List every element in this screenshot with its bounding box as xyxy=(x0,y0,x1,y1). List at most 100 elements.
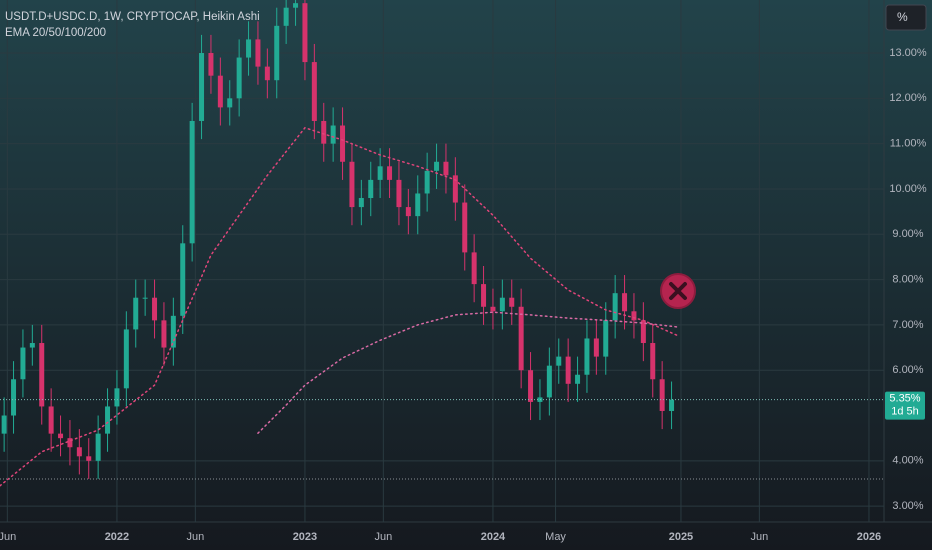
y-tick-label: 13.00% xyxy=(889,47,927,59)
candle-body xyxy=(199,53,205,121)
candle-body xyxy=(95,433,101,461)
candle-body xyxy=(114,388,120,407)
candle-body xyxy=(274,25,280,81)
candle-body xyxy=(180,243,186,316)
candle-body xyxy=(509,297,515,307)
x-tick-label: 2024 xyxy=(481,531,506,543)
y-tick-label: 9.00% xyxy=(892,228,923,240)
candle-body xyxy=(462,202,468,253)
candle-body xyxy=(415,193,421,217)
candle-body xyxy=(631,311,637,321)
last-price-label: 5.35% xyxy=(889,393,920,405)
candle-body xyxy=(481,284,487,307)
grid xyxy=(0,0,884,522)
candle-body xyxy=(20,347,26,380)
candle-body xyxy=(659,379,665,411)
candle-body xyxy=(48,406,54,434)
candle-body xyxy=(208,53,214,76)
candle-body xyxy=(387,166,393,180)
candle-body xyxy=(311,62,317,121)
candle-body xyxy=(255,39,261,67)
y-tick-label: 4.00% xyxy=(892,455,923,467)
candle-body xyxy=(377,166,383,180)
candle-body xyxy=(302,3,308,63)
candle-body xyxy=(58,433,64,439)
candle-body xyxy=(443,161,449,176)
countdown-label: 1d 5h xyxy=(891,406,919,418)
candle-body xyxy=(396,179,402,208)
candle-body xyxy=(669,399,675,411)
candle-body xyxy=(622,293,628,312)
candle-body xyxy=(405,207,411,217)
candle-body xyxy=(152,297,158,321)
unit-button-label[interactable]: % xyxy=(897,10,908,24)
candle-body xyxy=(584,338,590,375)
x-tick-label: May xyxy=(545,531,566,543)
candle-body xyxy=(189,120,195,244)
x-tick-label: 2023 xyxy=(293,531,317,543)
candle-body xyxy=(349,161,355,208)
candle-body xyxy=(86,456,92,461)
candle-body xyxy=(537,397,543,402)
candle-body xyxy=(39,343,45,407)
candle-body xyxy=(593,338,599,357)
candle-body xyxy=(340,125,346,162)
candle-body xyxy=(330,125,336,144)
candle-body xyxy=(471,252,477,285)
y-tick-label: 8.00% xyxy=(892,273,923,285)
candle-body xyxy=(67,438,73,448)
candle-body xyxy=(640,320,646,344)
x-tick-label: Jun xyxy=(186,531,204,543)
candle-body xyxy=(368,179,374,199)
y-tick-label: 7.00% xyxy=(892,319,923,331)
unit-button[interactable] xyxy=(885,4,927,31)
candle-body xyxy=(236,57,242,99)
ema-line xyxy=(0,126,680,487)
candle-body xyxy=(170,315,176,348)
y-tick-label: 6.00% xyxy=(892,364,923,376)
x-tick-label: 2025 xyxy=(669,531,693,543)
candle-body xyxy=(528,370,534,402)
y-tick-label: 11.00% xyxy=(890,138,927,150)
candle-body xyxy=(546,365,552,398)
candle-body xyxy=(556,356,562,366)
indicator-label: EMA 20/50/100/200 xyxy=(5,27,106,39)
x-tick-label: Jun xyxy=(0,531,16,543)
candle-body xyxy=(490,306,496,312)
candle-body xyxy=(565,356,571,384)
candle-body xyxy=(321,120,327,144)
candle-body xyxy=(358,198,364,208)
candle-body xyxy=(227,98,233,108)
candle-body xyxy=(575,374,581,384)
candle-body xyxy=(105,406,111,434)
last-price-box xyxy=(885,391,925,420)
y-tick-label: 12.00% xyxy=(889,92,927,104)
candle-body xyxy=(264,66,270,81)
close-icon xyxy=(660,273,696,309)
ema-line xyxy=(257,311,680,434)
x-tick-label: 2026 xyxy=(857,531,881,543)
candle-body xyxy=(452,175,458,203)
candle-body xyxy=(161,320,167,348)
candle-body xyxy=(283,7,289,26)
candle-body xyxy=(133,297,139,330)
candle-body xyxy=(217,75,223,108)
candle-body xyxy=(424,170,430,194)
axes: 3.00% 4.00% 6.00% 7.00% 8.00% 9.00% 10.00% 11.0… xyxy=(0,47,927,543)
candle-body xyxy=(603,320,609,357)
candle-body xyxy=(499,297,505,312)
candle-body xyxy=(11,379,17,416)
candle-body xyxy=(1,415,7,434)
x-tick-label: Jun xyxy=(750,531,768,543)
candle-body xyxy=(518,306,524,371)
candle-body xyxy=(293,3,299,8)
plot xyxy=(0,0,884,487)
candle-body xyxy=(29,343,35,348)
y-tick-label: 3.00% xyxy=(892,500,923,512)
candle-body xyxy=(246,39,252,58)
candle-body xyxy=(142,297,148,299)
x-tick-label: 2022 xyxy=(105,531,129,543)
candle-body xyxy=(612,293,618,321)
